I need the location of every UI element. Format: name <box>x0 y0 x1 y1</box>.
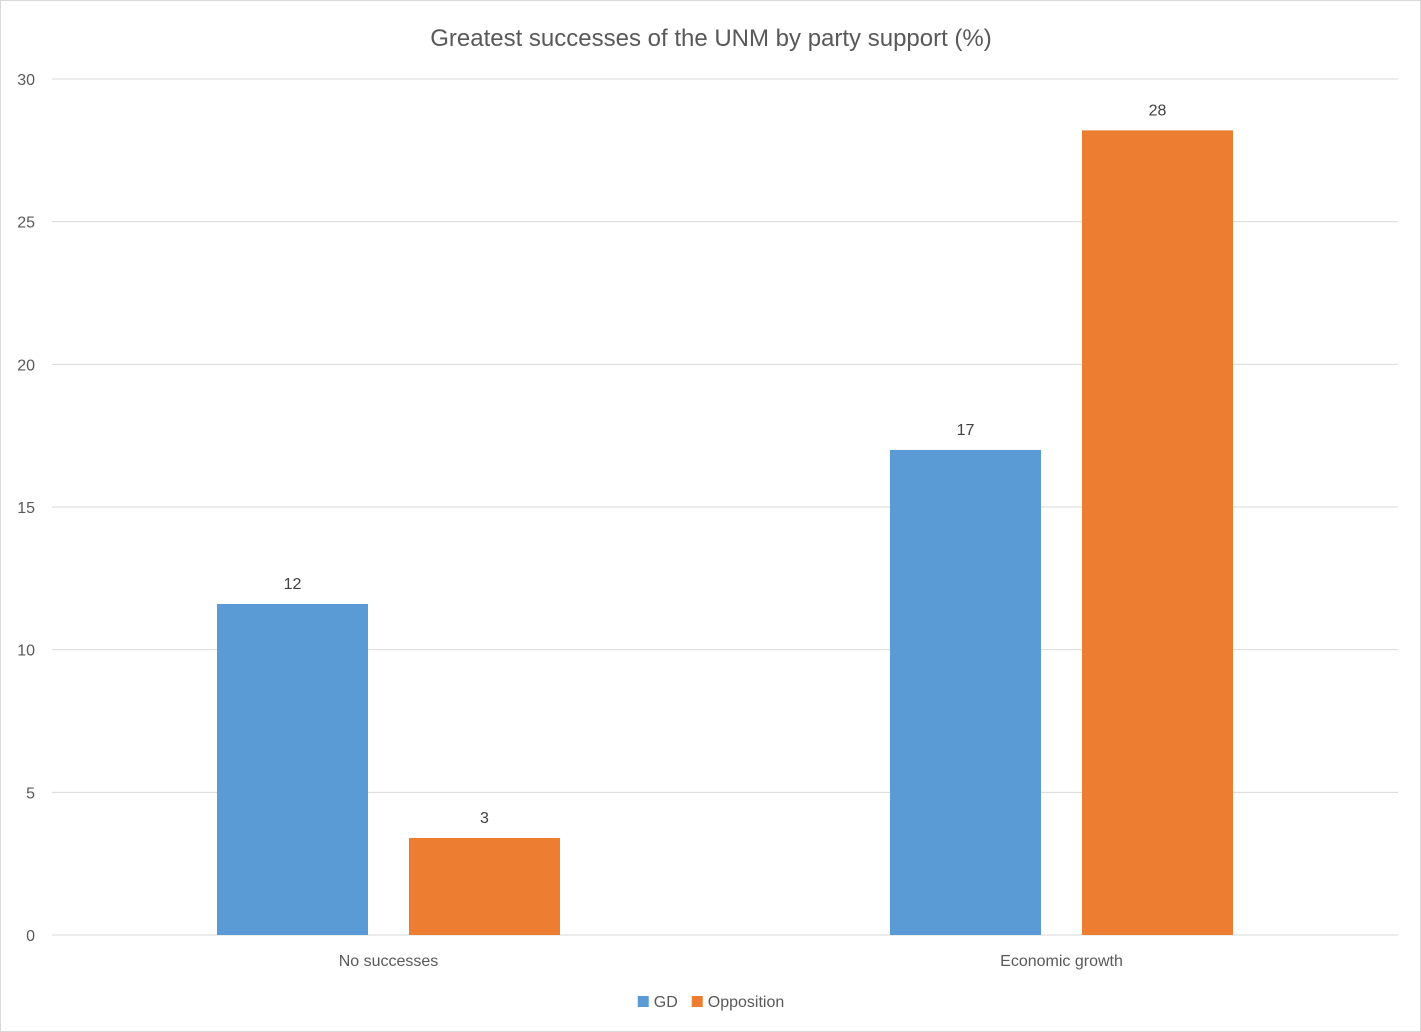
data-label: 28 <box>1149 102 1167 119</box>
bar-gd-0 <box>217 604 368 935</box>
legend-label: Opposition <box>708 994 785 1011</box>
legend-item-gd: GD <box>637 994 678 1011</box>
legend-swatch <box>637 996 649 1007</box>
legend-label: GD <box>654 994 678 1011</box>
bars <box>217 130 1233 936</box>
bar-opposition-1 <box>1082 130 1233 936</box>
x-axis-category-labels: No successes Economic growth <box>339 953 1123 970</box>
data-label: 3 <box>480 810 489 827</box>
x-category-label: No successes <box>339 953 439 970</box>
y-tick-label: 20 <box>17 357 35 374</box>
y-tick-label: 5 <box>26 785 35 802</box>
y-tick-label: 0 <box>26 928 35 945</box>
bar-gd-1 <box>890 449 1041 935</box>
y-tick-label: 30 <box>17 72 35 89</box>
legend-swatch <box>691 996 703 1007</box>
data-label: 17 <box>957 422 975 439</box>
data-label: 12 <box>284 576 302 593</box>
x-category-label: Economic growth <box>1000 953 1123 970</box>
legend-item-opposition: Opposition <box>691 994 785 1011</box>
bar-opposition-0 <box>409 837 560 935</box>
y-axis-tick-labels: 0 5 10 15 20 25 30 <box>17 72 35 945</box>
chart-title: Greatest successes of the UNM by party s… <box>430 25 992 52</box>
y-tick-label: 15 <box>17 500 35 517</box>
data-labels: 12 3 17 28 <box>284 102 1167 827</box>
y-tick-label: 25 <box>17 215 35 232</box>
y-tick-label: 10 <box>17 643 35 660</box>
legend: GD Opposition <box>637 994 785 1011</box>
